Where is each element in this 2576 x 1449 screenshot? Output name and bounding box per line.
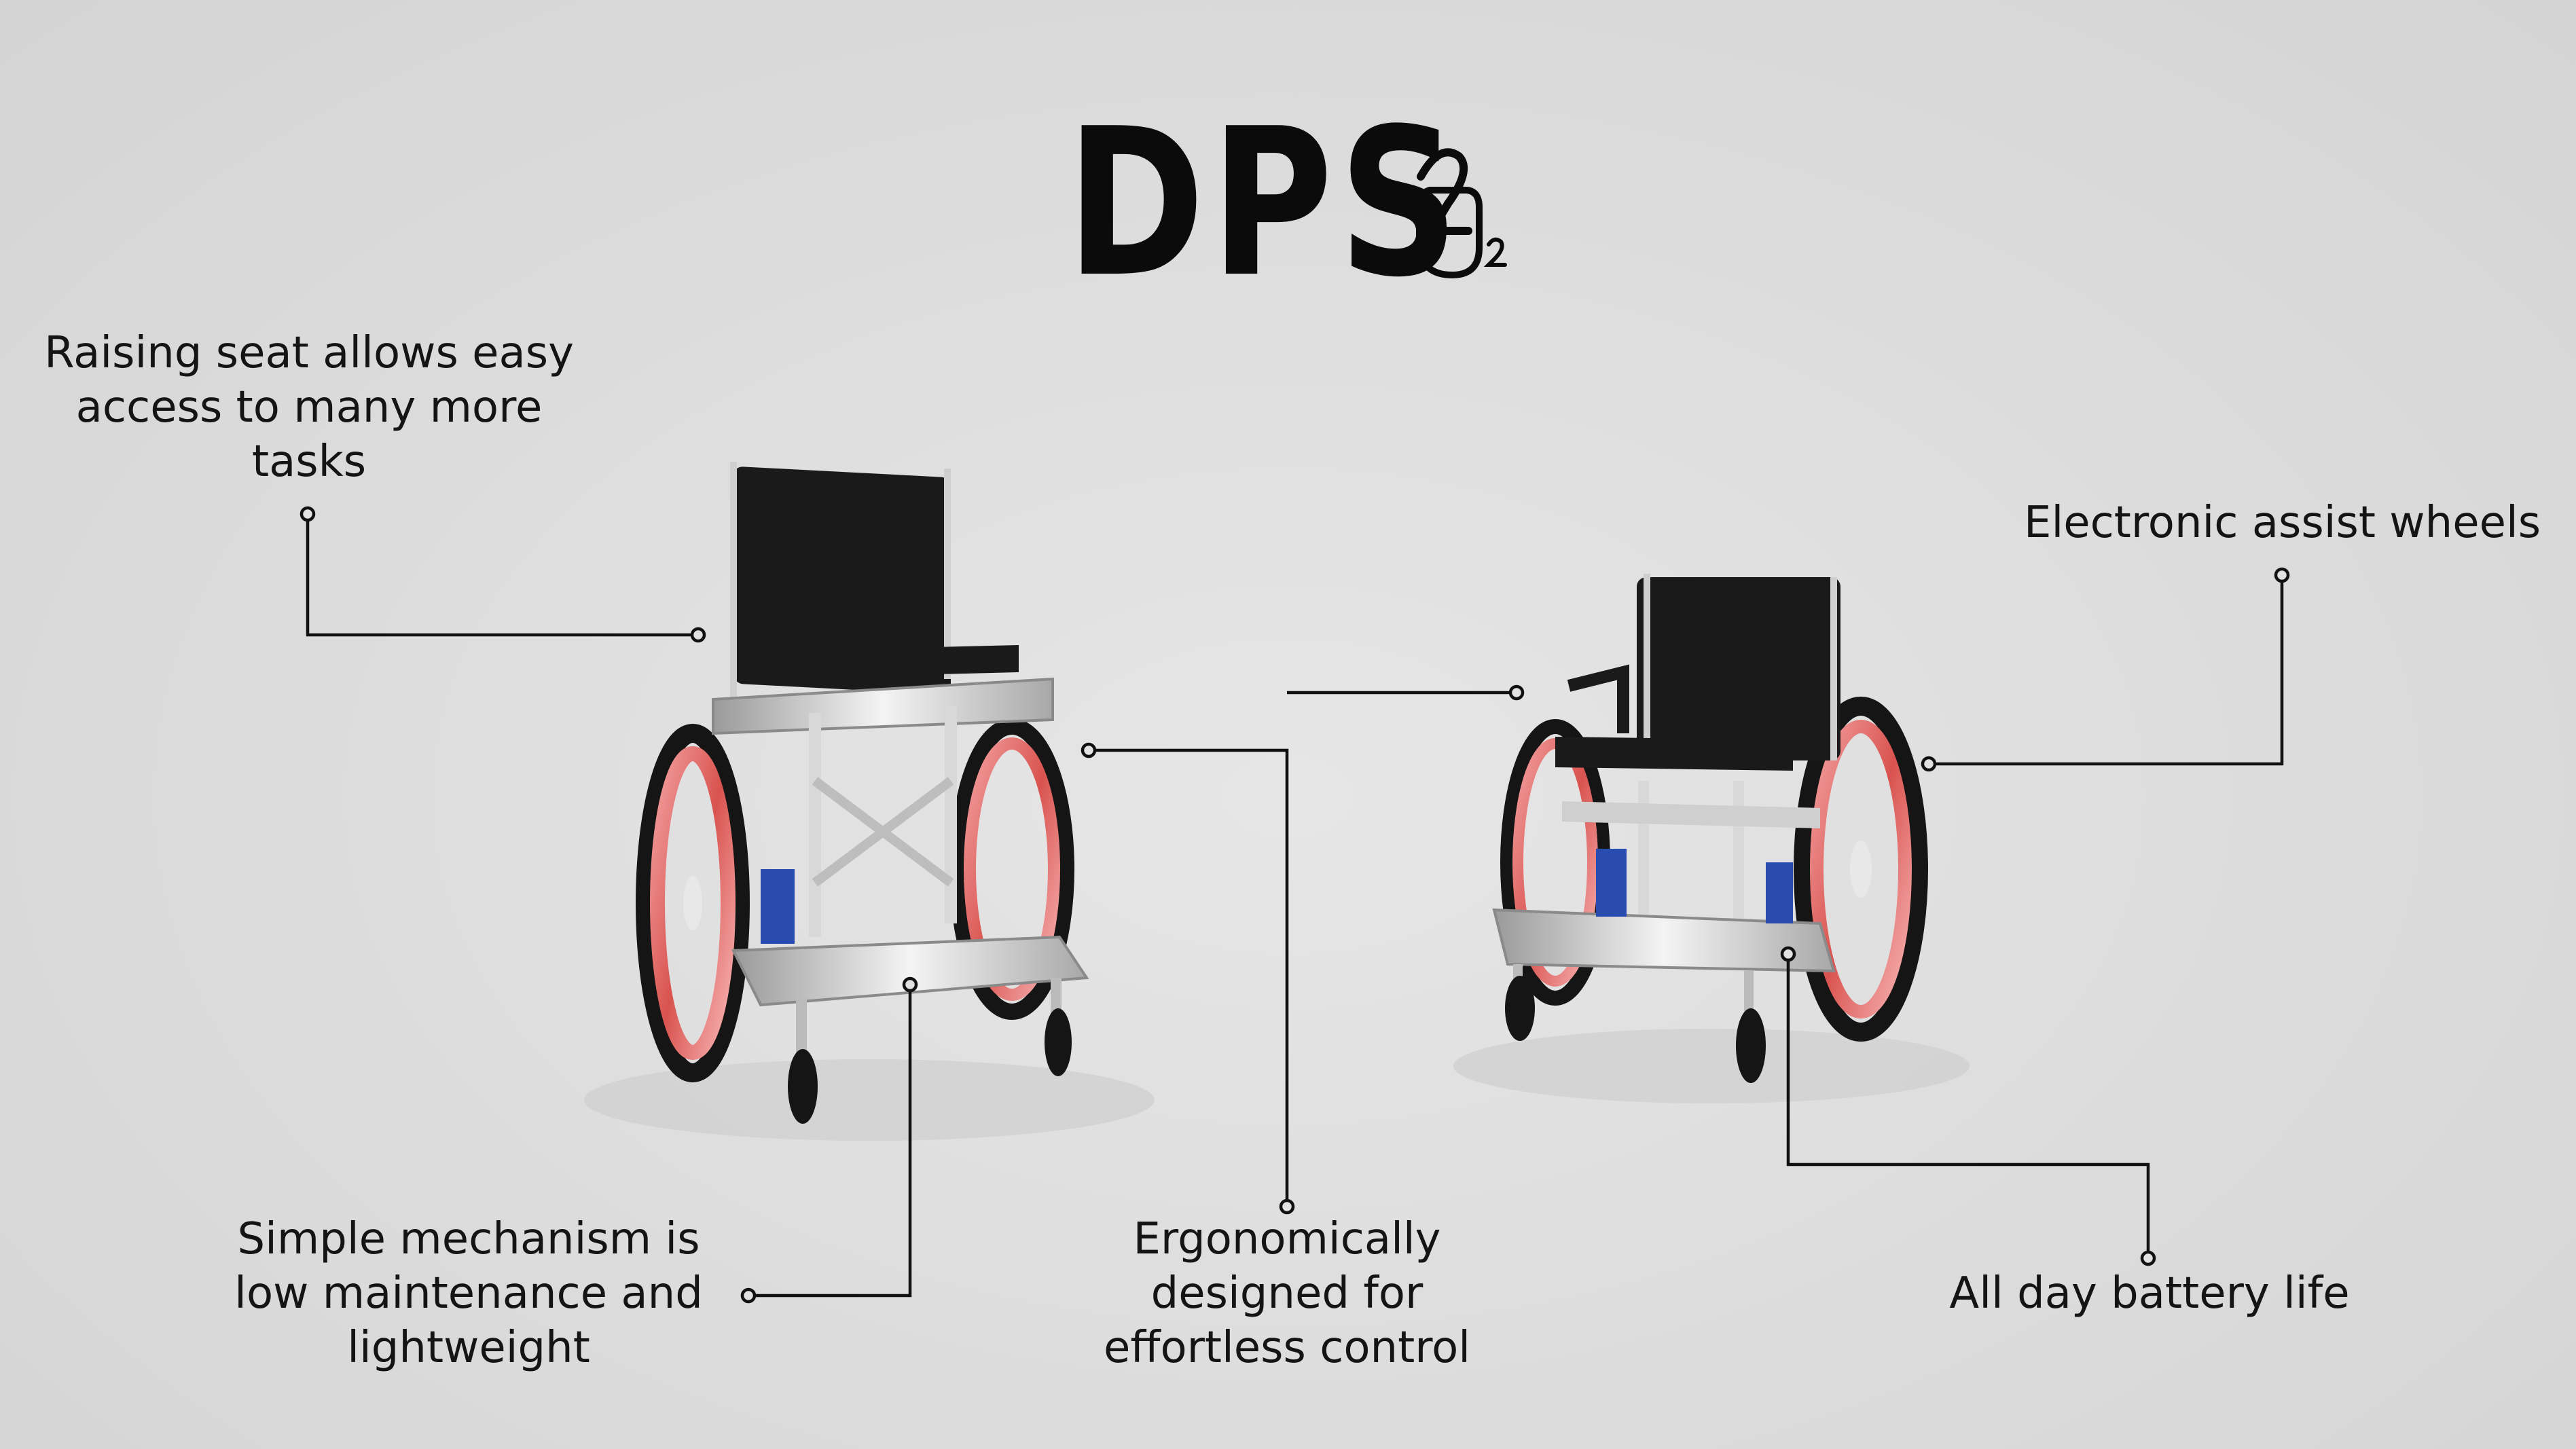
callout-simple-mechanism: Simple mechanism is low maintenance and … — [231, 1212, 706, 1375]
brand-logo: DPS — [1066, 85, 1552, 322]
brand-name: DPS — [1066, 85, 1465, 322]
callout-ergonomic: Ergonomically designed for effortless co… — [1073, 1212, 1501, 1375]
callout-battery: All day battery life — [1929, 1266, 2370, 1321]
callout-text-line: tasks — [251, 437, 367, 487]
callout-text-line: access to many more — [75, 382, 543, 433]
callout-dots — [300, 506, 2290, 1304]
callout-lines — [306, 514, 2284, 1298]
callout-text-line: Raising seat allows easy — [44, 328, 574, 378]
callout-text-line: Electronic assist wheels — [2024, 498, 2541, 548]
callout-raising-seat: Raising seat allows easy access to many … — [41, 326, 577, 489]
callout-electronic-wheels: Electronic assist wheels — [2024, 496, 2541, 550]
callout-text-line: lightweight — [347, 1323, 590, 1373]
callout-text-line: effortless control — [1103, 1323, 1471, 1373]
callout-text-line: Ergonomically — [1133, 1214, 1441, 1264]
callout-text-line: Simple mechanism is — [237, 1214, 700, 1264]
callout-text-line: low maintenance and — [234, 1268, 703, 1319]
right-wheelchair — [1492, 574, 1928, 1083]
callout-text-line: designed for — [1150, 1268, 1423, 1319]
d2-monogram-icon — [1416, 148, 1507, 279]
callout-text-line: All day battery life — [1949, 1268, 2350, 1319]
left-wheelchair — [636, 462, 1089, 1124]
